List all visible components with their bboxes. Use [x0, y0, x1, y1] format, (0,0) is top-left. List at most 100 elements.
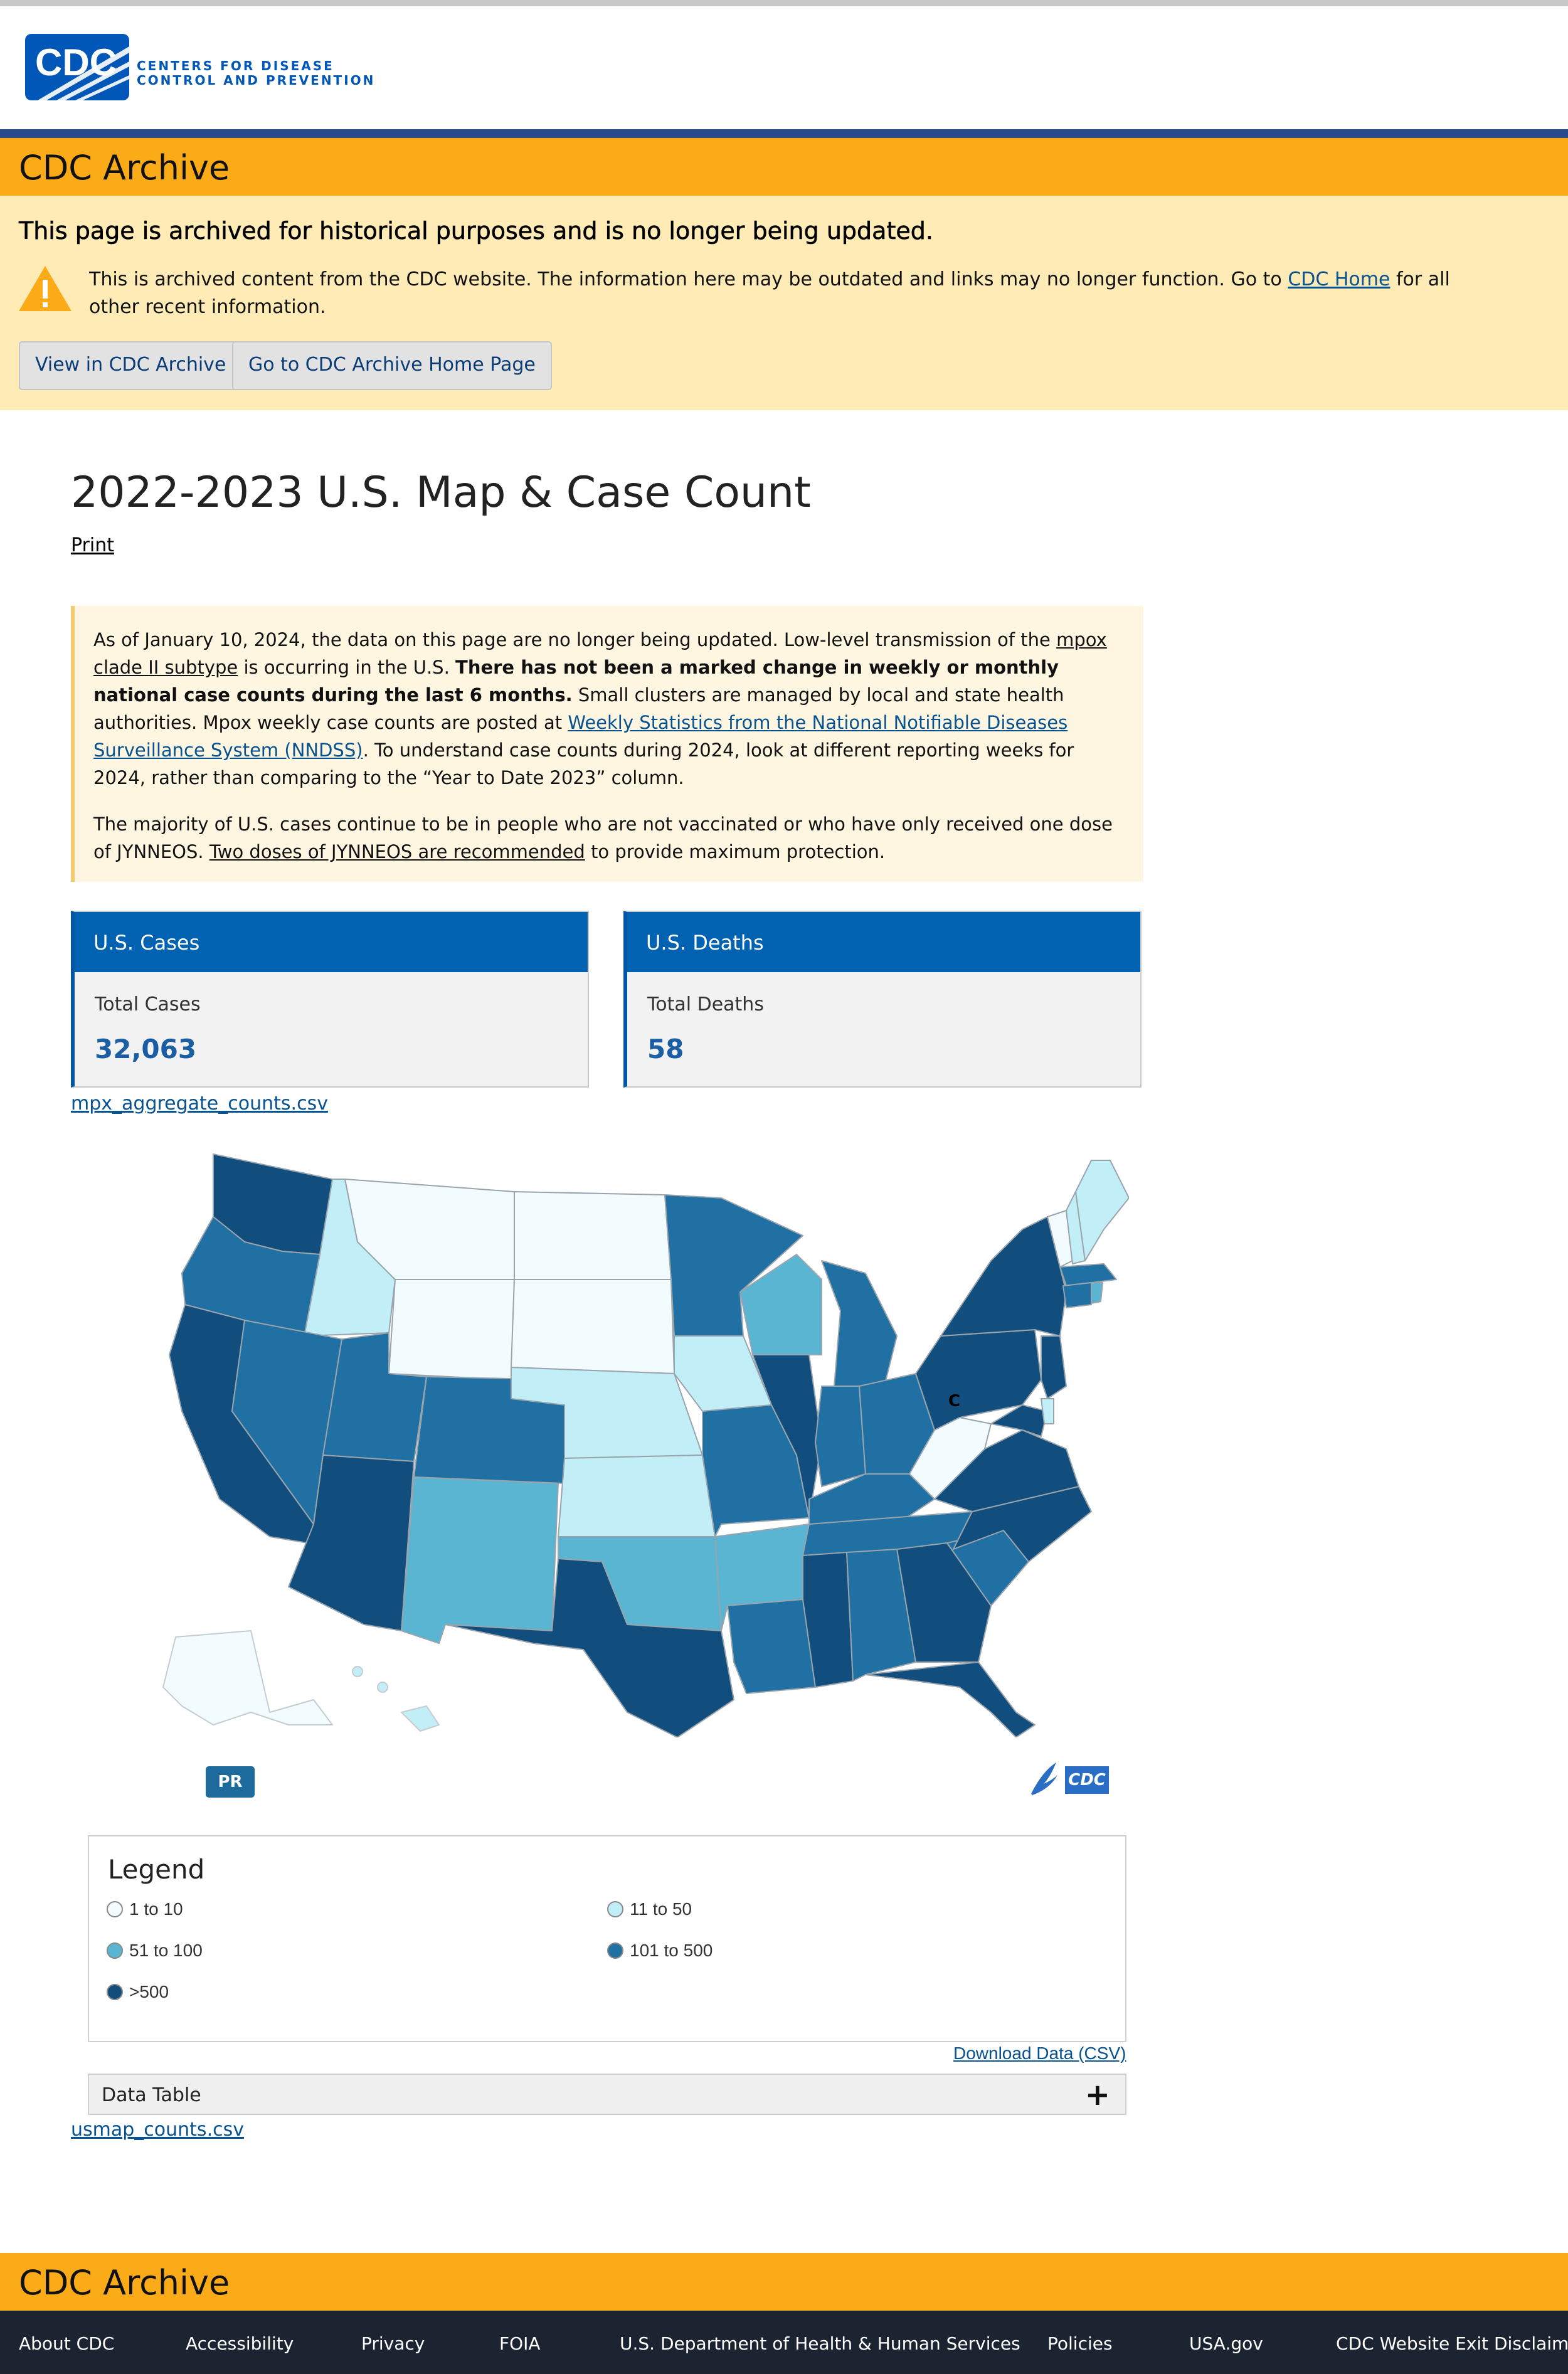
legend-item: 101 to 500 [607, 1941, 712, 1961]
org-name: CENTERS FOR DISEASE CONTROL AND PREVENTI… [137, 59, 375, 88]
legend-item-label: >500 [129, 1982, 169, 2001]
data-table-label: Data Table [102, 2084, 201, 2106]
notice-text-1: This is archived content from the CDC we… [89, 268, 1288, 290]
callout-text: to provide maximum protection. [585, 841, 886, 862]
status-callout: As of January 10, 2024, the data on this… [71, 606, 1143, 882]
callout-paragraph-2: The majority of U.S. cases continue to b… [93, 810, 1125, 866]
page-title: 2022-2023 U.S. Map & Case Count [71, 468, 811, 517]
view-in-archive-button[interactable]: View in CDC Archive [19, 341, 243, 390]
callout-bold-text: There has not been a marked change in we… [93, 657, 1059, 706]
legend-item-label: 51 to 100 [129, 1941, 203, 1960]
state-wy[interactable] [388, 1279, 515, 1380]
footer-link-usagov[interactable]: USA.gov [1189, 2333, 1263, 2354]
archive-notice: This page is archived for historical pur… [0, 196, 1568, 410]
top-stripe [0, 0, 1568, 6]
print-link[interactable]: Print [71, 534, 115, 556]
callout-paragraph-1: As of January 10, 2024, the data on this… [93, 626, 1125, 792]
cdc-home-link[interactable]: CDC Home [1288, 268, 1391, 290]
archive-bar-title: CDC Archive [19, 148, 230, 188]
legend-item: 51 to 100 [107, 1941, 203, 1961]
state-nm[interactable] [401, 1476, 559, 1644]
state-sd[interactable] [511, 1279, 675, 1374]
total-deaths-value: 58 [647, 1034, 684, 1064]
state-mn[interactable] [664, 1194, 803, 1337]
legend-swatch [107, 1984, 123, 2000]
legend-title: Legend [108, 1854, 205, 1885]
legend-swatch [107, 1901, 123, 1917]
state-hi-island[interactable] [352, 1666, 363, 1677]
us-cases-card: U.S. Cases Total Cases 32,063 [71, 911, 589, 1088]
site-header: CDC CENTERS FOR DISEASE CONTROL AND PREV… [0, 6, 1568, 129]
org-name-line2: CONTROL AND PREVENTION [137, 73, 376, 88]
footer-link-foia[interactable]: FOIA [499, 2333, 541, 2354]
legend-swatch [607, 1901, 623, 1917]
data-table-toggle[interactable]: Data Table + [88, 2074, 1126, 2115]
state-in[interactable] [815, 1386, 866, 1487]
logo-text: CDC [35, 41, 117, 83]
archive-notice-heading: This page is archived for historical pur… [19, 217, 934, 245]
state-ri[interactable] [1091, 1282, 1103, 1304]
footer-archive-bar: CDC Archive [0, 2253, 1568, 2311]
us-deaths-card-header: U.S. Deaths [627, 912, 1140, 972]
nndss-link[interactable]: Weekly Statistics from the National Noti… [93, 712, 1068, 761]
footer-link-policies[interactable]: Policies [1047, 2333, 1113, 2354]
footer-link-accessibility[interactable]: Accessibility [186, 2333, 294, 2354]
state-ny[interactable] [940, 1216, 1067, 1337]
state-ct[interactable] [1062, 1282, 1092, 1308]
callout-text: is occurring in the U.S. [238, 657, 456, 678]
state-hi[interactable] [401, 1705, 440, 1732]
map-legend: Legend 1 to 10 11 to 50 51 to 100 101 to… [88, 1835, 1126, 2042]
state-mi[interactable] [821, 1260, 898, 1387]
notice-text-2: for all other recent information. [89, 268, 1450, 318]
callout-text: The majority of U.S. cases continue to b… [93, 813, 1113, 862]
cdc-logo[interactable]: CDC [25, 34, 129, 100]
callout-text: Small clusters are managed by local and … [93, 684, 1064, 733]
state-ks[interactable] [558, 1455, 716, 1537]
state-me[interactable] [1075, 1160, 1129, 1261]
state-ma[interactable] [1059, 1263, 1117, 1286]
state-tx[interactable] [445, 1558, 734, 1737]
usmap-counts-csv-link[interactable]: usmap_counts.csv [71, 2119, 244, 2141]
footer-link-privacy[interactable]: Privacy [361, 2333, 425, 2354]
archive-bar: CDC Archive [0, 138, 1568, 196]
archive-home-button[interactable]: Go to CDC Archive Home Page [232, 341, 552, 390]
hhs-eagle-icon [1031, 1762, 1057, 1795]
logo-swoosh-icon: CDC [35, 41, 129, 100]
state-ms[interactable] [802, 1552, 854, 1688]
us-deaths-card: U.S. Deaths Total Deaths 58 [623, 911, 1142, 1088]
mpox-clade-link[interactable]: mpox clade II subtype [93, 629, 1107, 678]
jynneos-doses-link[interactable]: Two doses of JYNNEOS are recommended [209, 841, 585, 862]
footer-link-about[interactable]: About CDC [19, 2333, 115, 2354]
state-al[interactable] [846, 1549, 916, 1682]
warning-icon [19, 266, 72, 311]
callout-text: As of January 10, 2024, the data on this… [93, 629, 1057, 650]
us-case-map: C [162, 1153, 1129, 1737]
state-fl[interactable] [865, 1661, 1036, 1737]
state-nj[interactable] [1041, 1335, 1067, 1399]
legend-swatch [607, 1942, 623, 1959]
footer-link-hhs[interactable]: U.S. Department of Health & Human Servic… [620, 2333, 1020, 2354]
legend-item-label: 1 to 10 [129, 1899, 183, 1919]
state-de[interactable] [1041, 1398, 1054, 1424]
legend-swatch [107, 1942, 123, 1959]
callout-text: . To understand case counts during 2024,… [93, 739, 1074, 788]
header-divider [0, 129, 1568, 138]
total-cases-value: 32,063 [95, 1034, 197, 1064]
expand-plus-icon[interactable]: + [1084, 2077, 1110, 2112]
footer-link-exit-disclaimer[interactable]: CDC Website Exit Disclaimer [1336, 2333, 1568, 2354]
cdc-mini-logo: CDC [1065, 1766, 1109, 1794]
pr-badge[interactable]: PR [206, 1766, 255, 1798]
aggregate-counts-csv-link[interactable]: mpx_aggregate_counts.csv [71, 1093, 328, 1115]
legend-item: >500 [107, 1982, 169, 2002]
legend-item-label: 11 to 50 [630, 1899, 692, 1919]
state-la[interactable] [727, 1599, 816, 1694]
state-wi[interactable] [739, 1254, 822, 1355]
state-ak[interactable] [162, 1630, 333, 1725]
total-cases-label: Total Cases [95, 994, 201, 1015]
footer-archive-title: CDC Archive [19, 2263, 230, 2302]
total-deaths-label: Total Deaths [647, 994, 764, 1015]
download-csv-link[interactable]: Download Data (CSV) [953, 2043, 1126, 2063]
state-az[interactable] [288, 1455, 415, 1631]
state-nd[interactable] [514, 1191, 672, 1280]
state-hi-island[interactable] [377, 1682, 388, 1693]
